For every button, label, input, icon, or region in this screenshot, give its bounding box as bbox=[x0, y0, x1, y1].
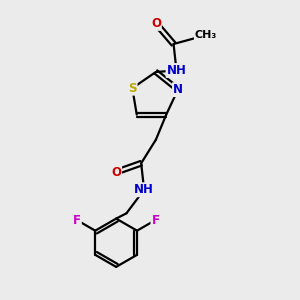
Text: NH: NH bbox=[134, 183, 154, 196]
Text: F: F bbox=[73, 214, 81, 226]
Text: S: S bbox=[128, 82, 136, 95]
Text: CH₃: CH₃ bbox=[195, 30, 217, 40]
Text: O: O bbox=[151, 17, 161, 30]
Text: NH: NH bbox=[167, 64, 186, 77]
Text: F: F bbox=[152, 214, 159, 226]
Text: O: O bbox=[111, 166, 121, 178]
Text: N: N bbox=[173, 83, 183, 96]
